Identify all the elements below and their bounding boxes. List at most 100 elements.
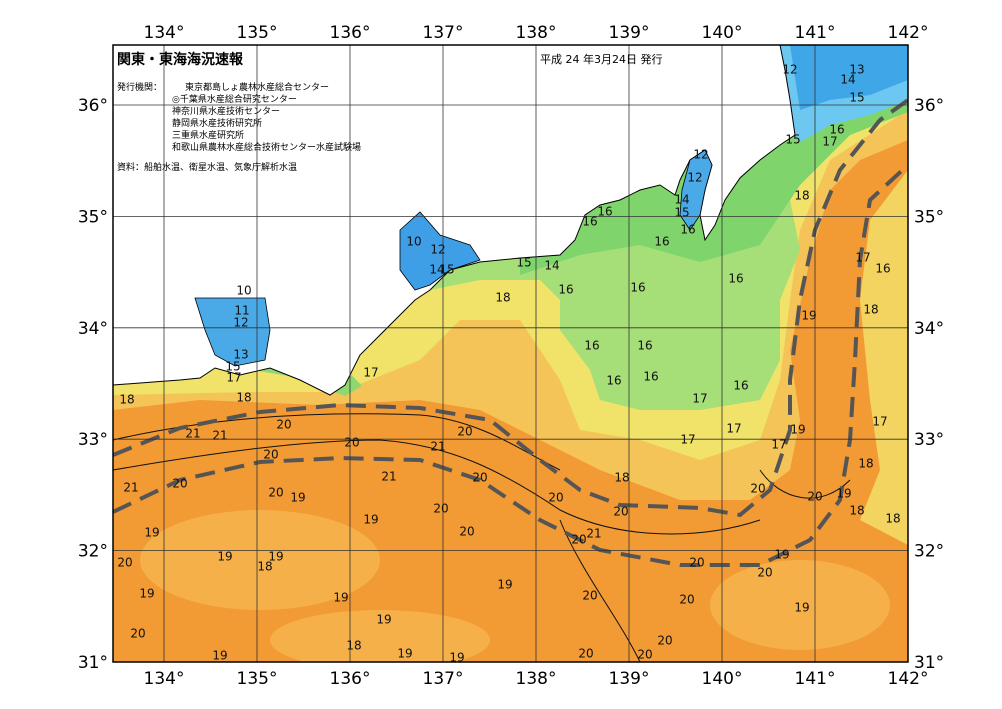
isotherm-label: 20 <box>571 533 586 547</box>
isotherm-label: 15 <box>439 263 454 277</box>
isotherm-label: 16 <box>829 123 844 137</box>
isotherm-label: 18 <box>614 471 629 485</box>
isotherm-label: 18 <box>495 291 510 305</box>
isotherm-label: 15 <box>674 206 689 220</box>
title: 関東・東海海況速報 <box>117 51 244 68</box>
isotherm-label: 18 <box>858 457 873 471</box>
lon-label: 141° <box>795 23 836 43</box>
isotherm-label: 20 <box>268 486 283 500</box>
lat-label: 33° <box>78 430 108 450</box>
isotherm-label: 19 <box>376 613 391 627</box>
kuroshio-path <box>113 163 908 567</box>
isotherm-label: 18 <box>849 504 864 518</box>
lon-label: 136° <box>330 669 371 689</box>
isotherm-label: 16 <box>606 374 621 388</box>
water-19 <box>270 610 490 662</box>
isotherm-label: 14 <box>429 263 444 277</box>
isotherm-label: 21 <box>212 429 227 443</box>
issuer: 三重県水産研究所 <box>172 129 244 141</box>
isotherm-label: 20 <box>472 471 487 485</box>
lat-label: 34° <box>78 319 108 339</box>
isotherm-label: 21 <box>123 481 138 495</box>
isotherm-label: 20 <box>263 448 278 462</box>
isotherm-label: 11 <box>234 304 249 318</box>
lat-label: 31° <box>78 653 108 673</box>
isotherm-label: 19 <box>212 649 227 663</box>
isotherm-label: 20 <box>459 525 474 539</box>
isotherm-label: 16 <box>643 370 658 384</box>
lon-label: 136° <box>330 23 371 43</box>
lon-label: 139° <box>609 23 650 43</box>
lat-label: 36° <box>78 96 108 116</box>
isotherm-label: 19 <box>794 601 809 615</box>
lon-label: 134° <box>144 669 185 689</box>
isotherm-label: 20 <box>433 502 448 516</box>
water-19 <box>140 510 380 610</box>
land <box>113 45 796 396</box>
isotherm-label: 20 <box>344 436 359 450</box>
isotherm-label: 20 <box>807 490 822 504</box>
map-frame <box>112 44 909 663</box>
isotherm-label: 19 <box>217 550 232 564</box>
isotherm-label: 20 <box>276 418 291 432</box>
isotherm <box>113 439 761 535</box>
isotherm-label: 19 <box>801 309 816 323</box>
isotherm-label: 20 <box>750 482 765 496</box>
isotherm-label: 16 <box>728 272 743 286</box>
isotherm-label: 20 <box>578 647 593 661</box>
isotherm-label: 13 <box>849 63 864 77</box>
isotherm-label: 16 <box>680 223 695 237</box>
isotherm-label: 15 <box>785 133 800 147</box>
isotherm-label: 18 <box>119 393 134 407</box>
lat-label: 36° <box>914 96 944 116</box>
isotherm-label: 17 <box>872 415 887 429</box>
isotherm-label: 19 <box>790 423 805 437</box>
lat-label: 34° <box>914 319 944 339</box>
isotherm-label: 19 <box>333 591 348 605</box>
issue-date: 平成 24 年3月24日 発行 <box>540 52 662 66</box>
isotherm-label: 13 <box>233 348 248 362</box>
lon-label: 135° <box>237 669 278 689</box>
issuer: 静岡県水産技術研究所 <box>172 117 262 129</box>
lat-label: 33° <box>914 430 944 450</box>
isotherm <box>559 519 641 662</box>
isotherm-label: 16 <box>637 339 652 353</box>
isotherm-label: 20 <box>689 556 704 570</box>
isotherm-label: 21 <box>430 440 445 454</box>
isotherm-label: 17 <box>771 438 786 452</box>
isotherm-label: 19 <box>397 647 412 661</box>
tokyo-bay <box>679 149 713 231</box>
isotherm-label: 16 <box>584 339 599 353</box>
isotherm-label: 14 <box>544 259 559 273</box>
isotherm-label: 21 <box>381 470 396 484</box>
isotherm-label: 20 <box>657 634 672 648</box>
issuer: 神奈川県水産技術センター <box>172 105 280 117</box>
water-19 <box>710 560 890 650</box>
lon-label: 135° <box>237 23 278 43</box>
isotherm-label: 16 <box>597 205 612 219</box>
water-18 <box>860 170 908 545</box>
ise-bay <box>399 211 481 291</box>
isotherm-label: 20 <box>130 627 145 641</box>
isotherm-label: 19 <box>497 578 512 592</box>
isotherm-label: 16 <box>733 379 748 393</box>
issuer: 東京都島しょ農林水産総合センター <box>185 81 329 93</box>
lon-label: 139° <box>609 669 650 689</box>
isotherm-label: 16 <box>558 283 573 297</box>
lon-label: 140° <box>702 669 743 689</box>
isotherm-label: 12 <box>430 243 445 257</box>
isotherm-label: 17 <box>822 135 837 149</box>
isotherm-label: 17 <box>855 251 870 265</box>
issuer: 和歌山県農林水産総合技術センター水産試験場 <box>172 141 361 153</box>
isotherm-label: 16 <box>630 281 645 295</box>
graticule <box>113 45 908 662</box>
isotherm-label: 18 <box>863 303 878 317</box>
isotherm-label: 20 <box>548 491 563 505</box>
isotherm-label: 12 <box>693 148 708 162</box>
lon-label: 140° <box>702 23 743 43</box>
isotherm-label: 20 <box>757 566 772 580</box>
isotherm-label: 19 <box>363 513 378 527</box>
lat-label: 31° <box>914 653 944 673</box>
isotherm-label: 19 <box>774 548 789 562</box>
